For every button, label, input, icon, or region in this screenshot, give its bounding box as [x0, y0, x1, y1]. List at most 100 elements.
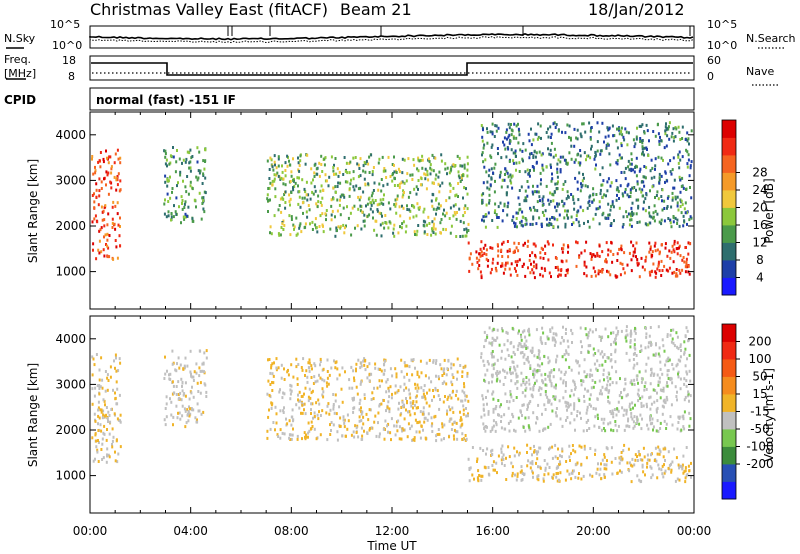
echo-cell — [630, 480, 633, 484]
echo-cell — [625, 351, 628, 355]
echo-cell — [640, 401, 643, 405]
echo-cell — [653, 400, 656, 404]
echo-cell — [400, 226, 403, 230]
echo-cell — [357, 175, 360, 179]
echo-cell — [640, 405, 643, 408]
echo-cell — [553, 147, 556, 151]
echo-cell — [559, 170, 562, 174]
echo-cell — [516, 386, 519, 390]
echo-cell — [589, 156, 592, 160]
echo-cell — [270, 232, 273, 236]
echo-cell — [509, 273, 512, 277]
echo-cell — [508, 248, 511, 252]
echo-cell — [374, 414, 377, 418]
echo-cell — [403, 417, 406, 421]
echo-cell — [101, 442, 104, 446]
echo-cell — [532, 242, 535, 246]
echo-cell — [596, 413, 599, 417]
echo-cell — [562, 204, 565, 208]
echo-cell — [333, 359, 335, 363]
echo-cell — [649, 422, 652, 426]
echo-cell — [283, 224, 286, 227]
echo-cell — [397, 167, 400, 171]
echo-cell — [324, 156, 327, 160]
echo-cell — [687, 338, 690, 342]
echo-cell — [521, 403, 524, 407]
echo-cell — [618, 206, 621, 210]
echo-cell — [550, 132, 553, 136]
colorbar-tick-label: 50 — [752, 370, 767, 384]
echo-cell — [671, 191, 674, 195]
colorbar-segment — [722, 137, 736, 156]
echo-cell — [311, 425, 314, 428]
echo-cell — [616, 146, 619, 150]
echo-cell — [297, 161, 300, 165]
echo-cell — [479, 270, 482, 274]
echo-cell — [529, 387, 532, 391]
echo-cell — [528, 174, 531, 178]
echo-cell — [552, 155, 555, 159]
echo-cell — [540, 222, 543, 226]
echo-cell — [204, 147, 206, 151]
echo-cell — [436, 206, 439, 210]
echo-cell — [608, 127, 610, 131]
echo-cell — [116, 175, 119, 179]
echo-cell — [415, 400, 418, 404]
echo-cell — [463, 186, 466, 190]
echo-cell — [362, 422, 365, 426]
echo-cell — [605, 241, 608, 245]
echo-cell — [605, 467, 608, 471]
echo-cell — [536, 369, 539, 373]
echo-cell — [115, 188, 118, 192]
echo-cell — [463, 211, 466, 214]
echo-cell — [267, 210, 269, 213]
echo-cell — [533, 150, 536, 154]
echo-cell — [410, 404, 413, 408]
echo-cell — [558, 399, 561, 403]
echo-cell — [524, 382, 527, 386]
echo-cell — [566, 213, 568, 217]
echo-cell — [452, 376, 455, 379]
echo-cell — [480, 355, 483, 359]
echo-cell — [300, 366, 303, 369]
echo-cell — [614, 342, 617, 346]
echo-cell — [535, 379, 538, 383]
echo-cell — [310, 364, 313, 368]
echo-cell — [688, 369, 691, 373]
echo-cell — [565, 460, 568, 463]
echo-cell — [684, 270, 687, 274]
echo-cell — [503, 143, 506, 147]
echo-cell — [275, 421, 278, 425]
echo-cell — [526, 194, 529, 198]
echo-cell — [673, 270, 676, 274]
echo-cell — [356, 392, 359, 396]
echo-cell — [411, 204, 413, 208]
echo-cell — [97, 439, 99, 442]
echo-cell — [93, 394, 96, 398]
echo-cell — [594, 415, 597, 419]
echo-cell — [98, 194, 101, 198]
echo-cell — [613, 219, 615, 223]
echo-cell — [93, 217, 96, 221]
echo-cell — [501, 327, 503, 331]
echo-cell — [279, 436, 282, 440]
echo-cell — [673, 242, 676, 246]
echo-cell — [426, 169, 429, 173]
echo-cell — [270, 366, 273, 370]
echo-cell — [107, 212, 110, 216]
echo-cell — [315, 437, 318, 441]
echo-cell — [381, 155, 384, 159]
echo-cell — [378, 157, 381, 161]
colorbar-tick-label: 100 — [749, 352, 772, 366]
echo-cell — [355, 367, 357, 371]
echo-cell — [529, 400, 532, 403]
echo-cell — [647, 427, 650, 431]
echo-cell — [629, 162, 632, 166]
echo-cell — [292, 418, 295, 422]
echo-cell — [174, 368, 177, 372]
echo-cell — [686, 394, 689, 398]
echo-cell — [637, 381, 639, 385]
echo-cell — [476, 260, 479, 264]
echo-cell — [546, 395, 549, 399]
echo-cell — [368, 196, 371, 200]
